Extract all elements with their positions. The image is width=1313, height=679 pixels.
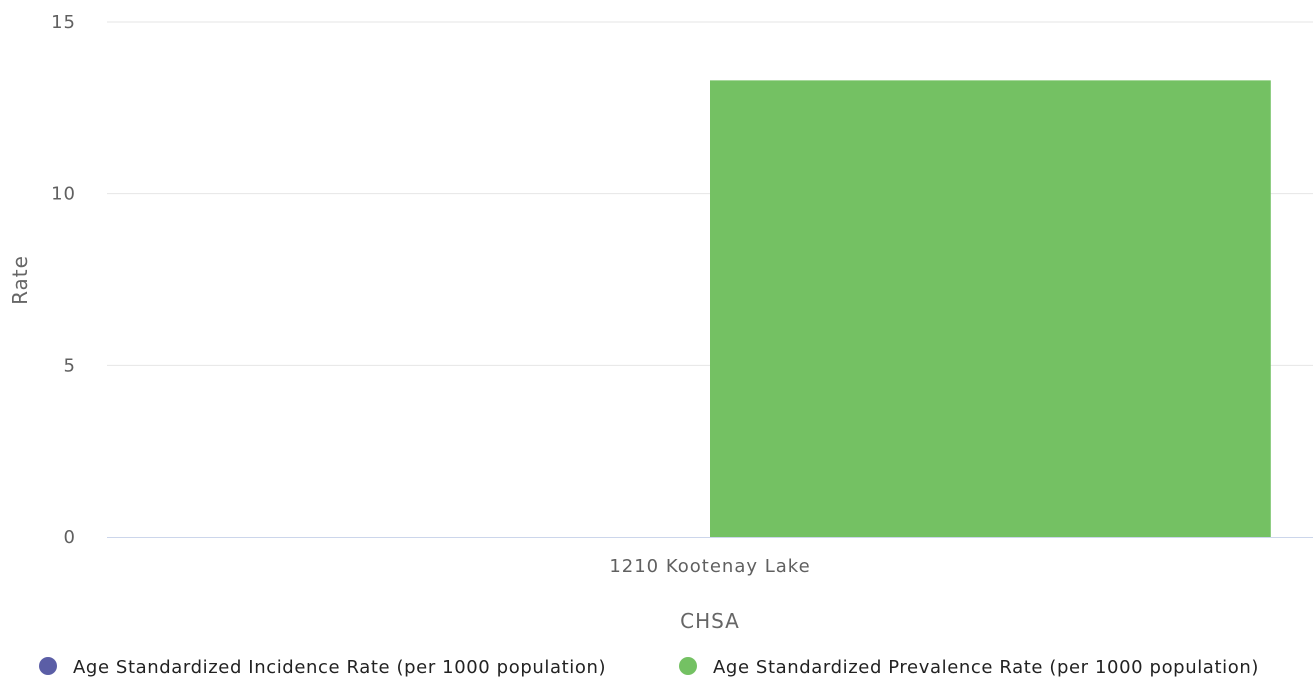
legend-label: Age Standardized Prevalence Rate (per 10…	[713, 657, 1259, 678]
bar-prevalence[interactable]	[710, 80, 1271, 537]
y-tick-labels: 0 5 10 15	[51, 12, 76, 548]
x-tick-labels: 1210 Kootenay Lake	[609, 556, 810, 577]
x-axis-title: CHSA	[680, 609, 740, 633]
x-tick-label: 1210 Kootenay Lake	[609, 556, 810, 577]
bars[interactable]	[710, 80, 1271, 537]
legend-label: Age Standardized Incidence Rate (per 100…	[73, 657, 606, 678]
y-tick-label: 0	[64, 527, 76, 548]
y-tick-label: 15	[51, 12, 76, 33]
y-tick-label: 10	[51, 184, 76, 205]
y-tick-label: 5	[64, 355, 76, 376]
legend-item-prevalence[interactable]: Age Standardized Prevalence Rate (per 10…	[679, 657, 1259, 678]
legend-item-incidence[interactable]: Age Standardized Incidence Rate (per 100…	[39, 657, 606, 678]
legend-marker	[39, 657, 57, 675]
legend-marker	[679, 657, 697, 675]
legend[interactable]: Age Standardized Incidence Rate (per 100…	[39, 657, 1259, 678]
y-axis-title: Rate	[8, 255, 32, 305]
